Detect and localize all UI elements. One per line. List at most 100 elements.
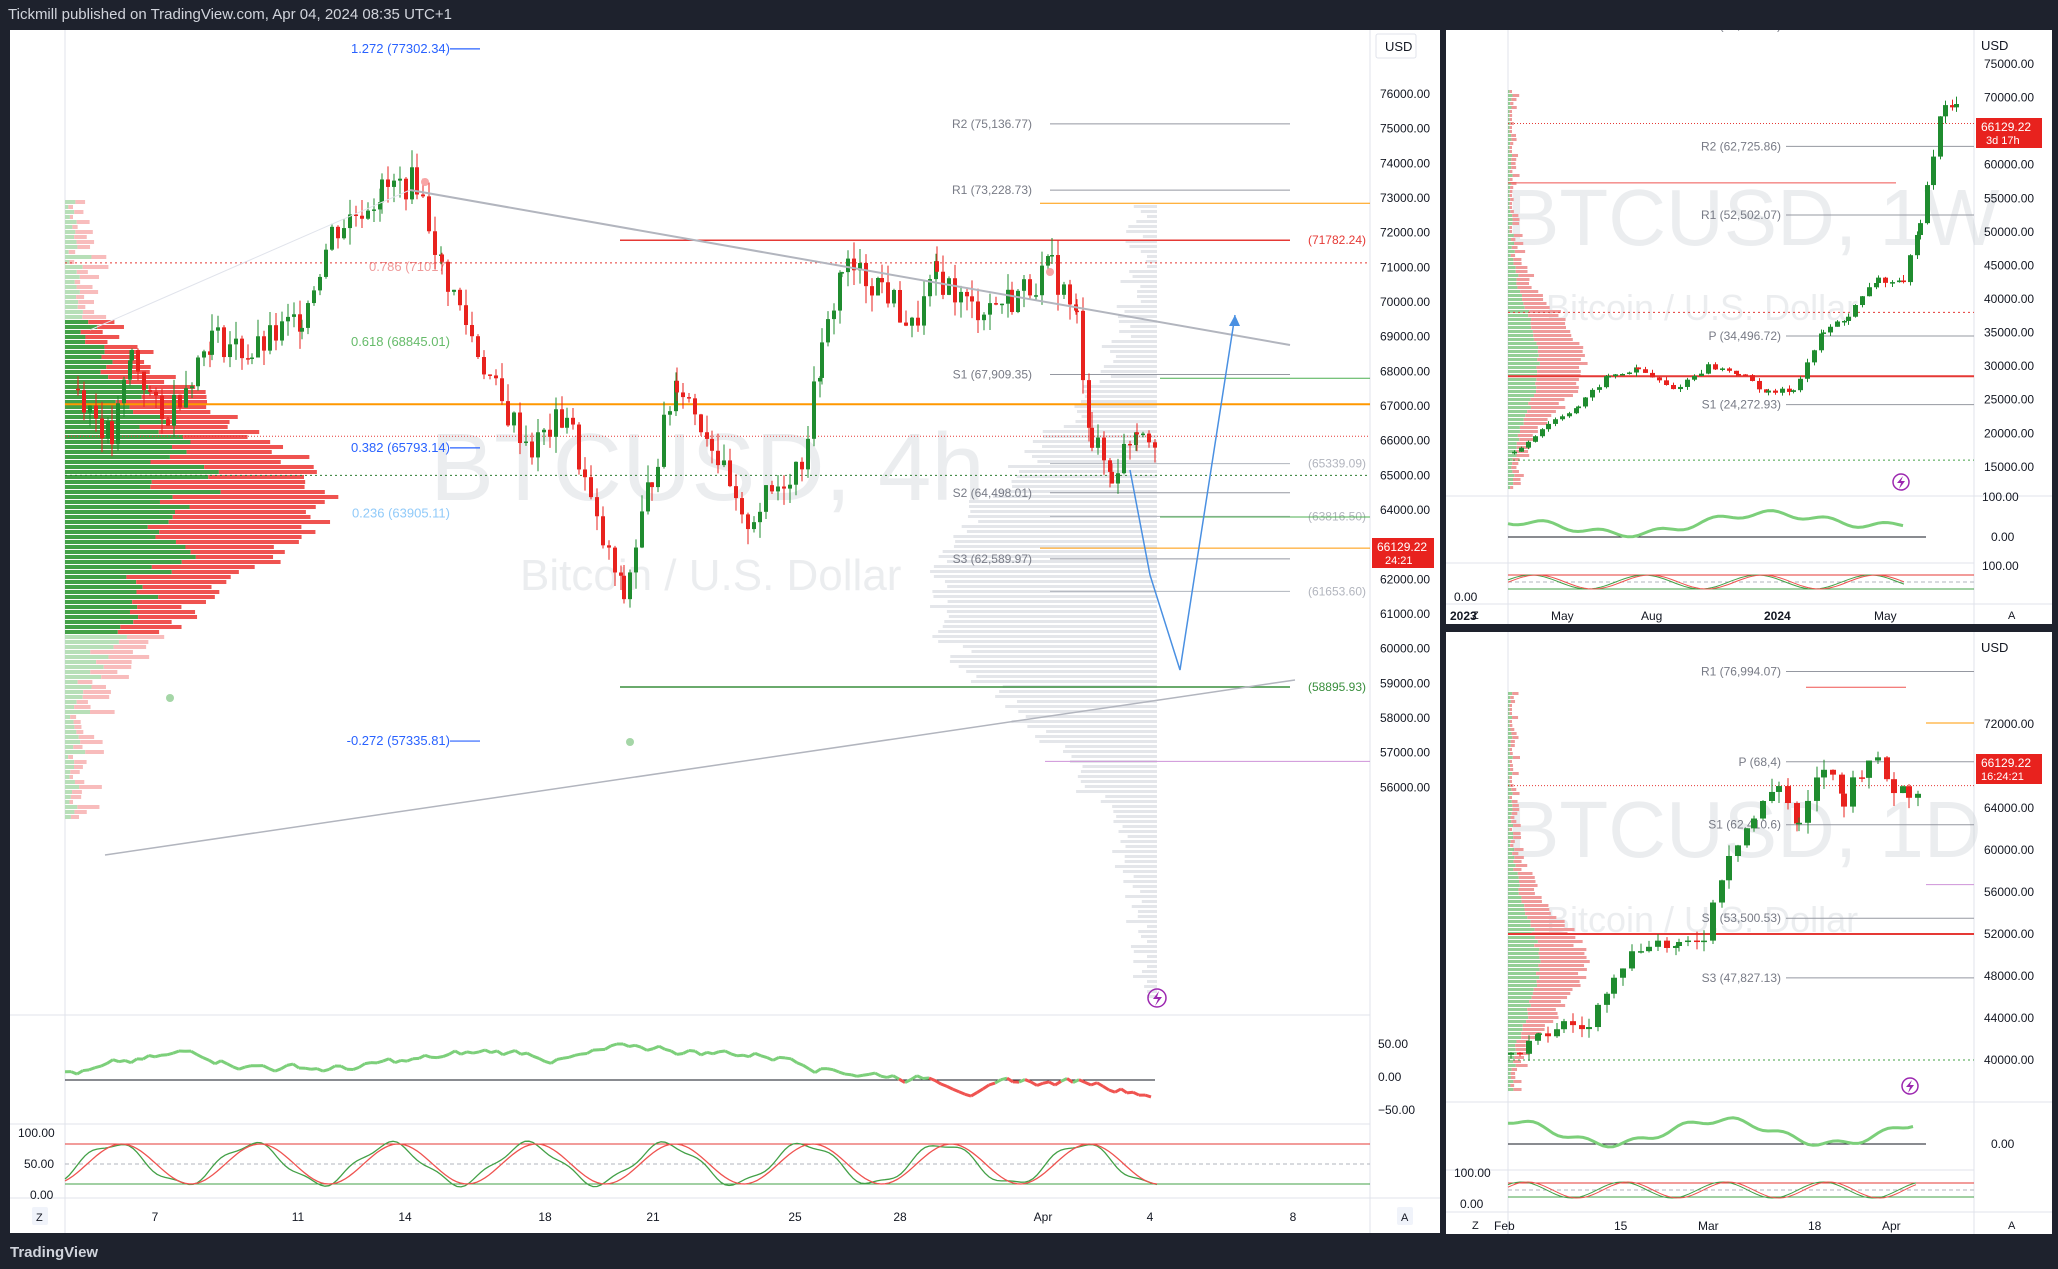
volume-profile-bar: [65, 640, 119, 644]
candle-body: [1657, 377, 1662, 381]
auto-scale-button[interactable]: [1397, 1207, 1413, 1225]
candle-body: [1604, 376, 1609, 388]
main-chart-svg[interactable]: BTCUSD, 4h Bitcoin / U.S. Dollar 1.272 (…: [10, 30, 1440, 1233]
rsi-segment: [694, 1049, 702, 1057]
volume-profile-bar: [1116, 305, 1157, 308]
volume-profile-bar: [65, 440, 191, 444]
volume-profile-bar: [1537, 350, 1583, 353]
volume-profile-bar: [126, 635, 165, 639]
volume-profile-bar: [1508, 812, 1512, 815]
daily-lightning-icon[interactable]: [1901, 1077, 1919, 1095]
daily-currency-label[interactable]: USD: [1981, 640, 2008, 655]
volume-profile-bar: [76, 700, 88, 704]
pivot-label: R2 (62,725.86): [1701, 139, 1781, 153]
volume-profile-bar: [65, 635, 127, 639]
lightning-icon[interactable]: [1147, 988, 1167, 1008]
forecast-path[interactable]: [1129, 314, 1236, 671]
price-tick: 50000.00: [1984, 225, 2034, 239]
candle-body: [1108, 460, 1112, 472]
time-label: Apr: [1882, 1219, 1901, 1233]
candle-body: [494, 375, 498, 379]
volume-profile-bar: [69, 215, 73, 219]
candle-body: [1147, 433, 1151, 443]
volume-profile-bar: [113, 645, 147, 649]
volume-profile-bar: [97, 325, 124, 329]
weekly-lightning-icon[interactable]: [1892, 473, 1910, 491]
volume-profile-bar: [1509, 712, 1512, 715]
main-trendline-lower[interactable]: [104, 679, 1296, 856]
candle-body: [1874, 283, 1879, 288]
candle-body: [1519, 447, 1524, 452]
corner-label-right[interactable]: A: [1401, 1212, 1409, 1224]
volume-profile-bar: [1080, 400, 1157, 403]
candle-body: [280, 321, 284, 341]
volume-profile-bar: [65, 235, 75, 239]
volume-profile-bar: [118, 640, 149, 644]
candle-body: [360, 215, 364, 219]
weekly-corner-label-right[interactable]: A: [2008, 610, 2016, 622]
weekly-chart-svg[interactable]: BTCUSD, 1W Bitcoin / U.S. Dollar R3 (80,…: [1446, 30, 2052, 624]
candle-body: [1627, 372, 1632, 375]
volume-profile-bar: [78, 735, 95, 739]
candle-body: [870, 286, 874, 296]
weekly-chart-panel[interactable]: BTCUSD, 1W Bitcoin / U.S. Dollar R3 (80,…: [1446, 30, 2052, 624]
rsi-segment: [1066, 1077, 1074, 1084]
weekly-currency-label[interactable]: USD: [1981, 38, 2008, 53]
daily-corner-label-right[interactable]: A: [2008, 1220, 2016, 1232]
volume-profile-bar: [1508, 1044, 1516, 1047]
volume-profile-bar: [76, 240, 95, 244]
rsi-segment: [196, 1053, 204, 1060]
candle-body: [782, 486, 786, 489]
weekly-corner-label[interactable]: Z: [1472, 610, 1479, 622]
candle-body: [1884, 757, 1890, 780]
currency-label[interactable]: USD: [1385, 39, 1412, 54]
price-tick: 25000.00: [1984, 393, 2034, 407]
volume-profile-bar: [65, 275, 80, 279]
candle-body: [722, 460, 726, 466]
volume-profile-bar: [190, 550, 285, 554]
last-price-badge: [1372, 538, 1434, 568]
volume-profile-bar: [1508, 458, 1513, 461]
volume-profile-bar: [91, 685, 106, 689]
volume-profile-bar: [1126, 920, 1157, 923]
zoom-reset-button[interactable]: [32, 1207, 48, 1225]
candle-body: [1685, 940, 1691, 943]
rsi-segment: [502, 1051, 510, 1057]
rsi-segment: [124, 1059, 132, 1065]
volume-profile-bar: [190, 440, 271, 444]
candle-body: [904, 322, 908, 326]
volume-profile-bar: [1508, 772, 1513, 775]
rsi-segment: [670, 1049, 678, 1056]
rsi-segment: [1144, 1093, 1152, 1099]
candle-body: [935, 261, 939, 272]
volume-profile-bar: [1508, 724, 1510, 727]
rsi-segment: [508, 1049, 516, 1054]
volume-profile-bar: [1125, 845, 1157, 848]
volume-profile-bar: [82, 265, 109, 269]
volume-profile-bar: [186, 450, 272, 454]
daily-chart-svg[interactable]: BTCUSD, 1D Bitcoin / U.S. Dollar R1 (76,…: [1446, 632, 2052, 1234]
rsi-segment: [916, 1074, 924, 1080]
volume-profile-bar: [1538, 952, 1585, 955]
candle-body: [160, 395, 164, 420]
price-tick: 60000.00: [1984, 843, 2034, 857]
daily-chart-panel[interactable]: BTCUSD, 1D Bitcoin / U.S. Dollar R1 (76,…: [1446, 632, 2052, 1234]
candle-body: [806, 438, 810, 470]
candle-body: [446, 261, 450, 292]
volume-profile-bar: [151, 480, 306, 484]
tradingview-logo[interactable]: TradingView: [10, 1244, 99, 1261]
volume-profile-bar: [69, 260, 75, 264]
candle-body: [1954, 104, 1959, 108]
volume-profile-bar: [1508, 704, 1510, 707]
corner-label[interactable]: Z: [36, 1212, 43, 1224]
rsi-segment: [802, 1063, 810, 1071]
rsi-segment: [742, 1053, 750, 1059]
daily-corner-label[interactable]: Z: [1472, 1220, 1479, 1232]
rsi-segment: [1102, 1084, 1110, 1092]
volume-profile-bar: [1137, 290, 1157, 293]
volume-profile-bar: [1515, 864, 1528, 867]
volume-profile-bar: [1538, 346, 1584, 349]
rsi-segment: [718, 1049, 726, 1054]
main-chart-panel[interactable]: BTCUSD, 4h Bitcoin / U.S. Dollar 1.272 (…: [10, 30, 1440, 1233]
main-trendline-upper[interactable]: [409, 189, 1291, 346]
